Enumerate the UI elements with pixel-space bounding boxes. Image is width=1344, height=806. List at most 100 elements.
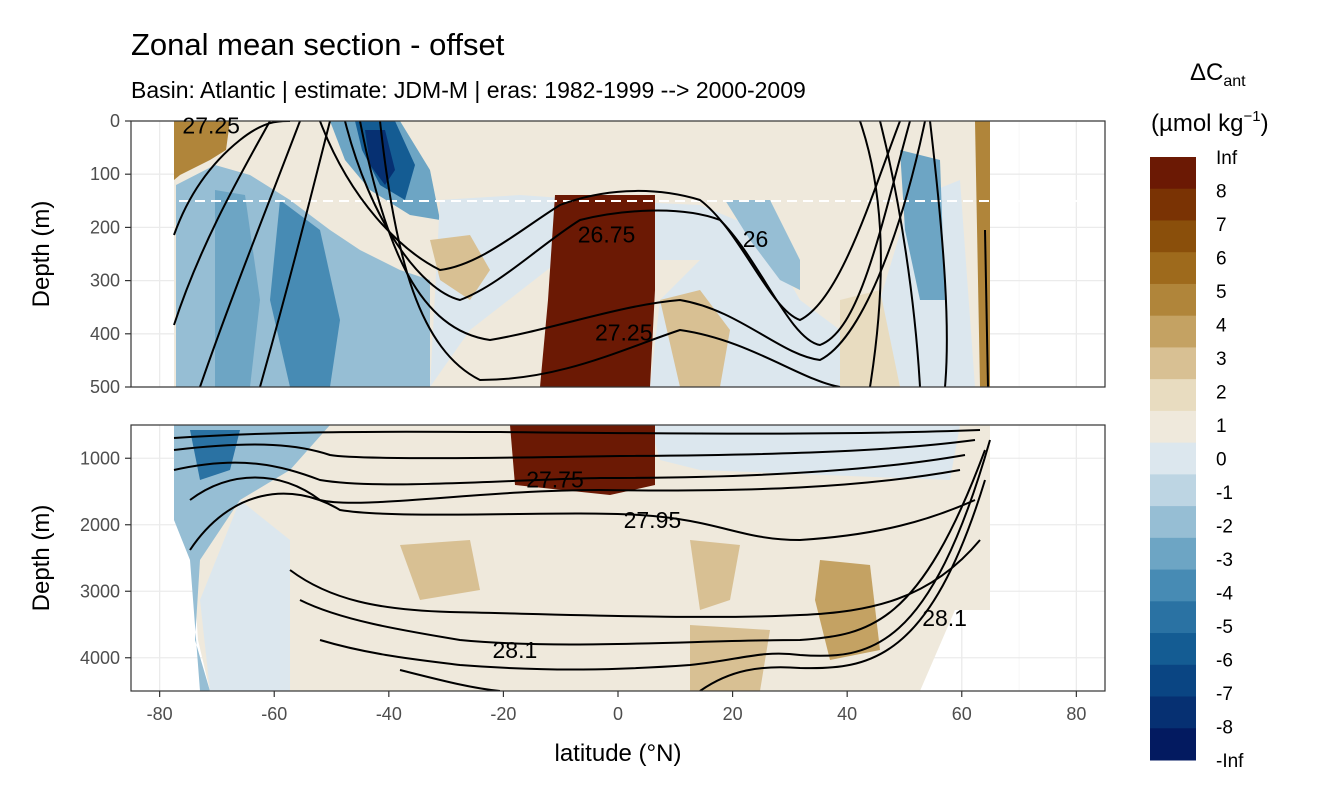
legend-color-step — [1150, 728, 1196, 761]
legend-break-label: 0 — [1216, 450, 1227, 471]
legend-break-label: -7 — [1216, 684, 1233, 705]
y-tick-label: 0 — [110, 111, 120, 131]
legend-break-label: Inf — [1216, 148, 1238, 169]
lower-y-axis-title: Depth (m) — [28, 505, 55, 612]
legend-color-step — [1150, 410, 1196, 444]
isopycnal-label: 28.1 — [922, 605, 967, 631]
field-deep-positive-1 — [400, 540, 480, 600]
y-tick-label: 2000 — [80, 515, 120, 535]
x-axis: -80 -60 -40 -20 0 20 40 60 80 — [147, 691, 1086, 724]
legend-break-label: -8 — [1216, 718, 1233, 739]
upper-y-axis-title: Depth (m) — [28, 201, 55, 308]
isopycnal-label: 28.1 — [492, 637, 537, 663]
legend-break-label: 8 — [1216, 182, 1227, 203]
legend-color-step — [1150, 601, 1196, 634]
legend-color-step — [1150, 442, 1196, 475]
isopycnal-label: 26.75 — [578, 221, 636, 247]
x-axis-title: latitude (°N) — [555, 740, 682, 767]
lower-isopycnals — [173, 429, 991, 691]
legend-color-step — [1150, 474, 1196, 507]
isopycnal-label: 26 — [743, 226, 769, 252]
y-tick-label: 200 — [90, 217, 120, 237]
legend-break-label: 7 — [1216, 215, 1227, 236]
field-equatorial-maximum — [540, 195, 655, 387]
x-tick-label: -60 — [261, 704, 287, 724]
y-tick-label: 100 — [90, 164, 120, 184]
y-tick-label: 500 — [90, 377, 120, 397]
x-tick-label: 80 — [1066, 704, 1086, 724]
legend-color-step — [1150, 157, 1196, 190]
lower-y-axis: 1000 2000 3000 4000 — [80, 448, 131, 668]
legend-break-label: 1 — [1216, 416, 1227, 437]
field-negative-north-1 — [725, 200, 800, 290]
field-negative-core-1 — [215, 190, 260, 387]
field-positive-patch-2 — [660, 290, 730, 387]
x-tick-label: 0 — [613, 704, 623, 724]
field-positive-patch-3 — [840, 290, 900, 387]
field-negative-core-2 — [270, 200, 340, 387]
legend-break-label: -Inf — [1216, 751, 1244, 772]
isopycnal-label: 27.75 — [526, 467, 584, 493]
legend-break-label: 5 — [1216, 282, 1227, 303]
upper-isopycnals — [173, 121, 989, 387]
legend-color-step — [1150, 664, 1196, 698]
legend-color-step — [1150, 220, 1196, 253]
chart-subtitle: Basin: Atlantic | estimate: JDM-M | eras… — [131, 77, 806, 103]
lower-panel-field — [174, 425, 990, 691]
field-deep-positive-4 — [690, 625, 770, 691]
legend-break-label: 3 — [1216, 349, 1227, 370]
legend-color-step — [1150, 696, 1196, 729]
legend-color-step — [1150, 283, 1196, 317]
legend-labels: Inf 8 7 6 5 4 3 2 1 0 -1 -2 -3 -4 -5 -6 -7 -8 -Inf — [1216, 148, 1244, 772]
legend-color-step — [1150, 537, 1196, 571]
legend-colorbar — [1150, 157, 1196, 761]
field-positive-surface-south — [174, 121, 230, 180]
lower-panel — [130, 424, 1106, 692]
legend-break-label: -4 — [1216, 584, 1233, 605]
legend-color-step — [1150, 347, 1196, 380]
field-positive-patch-1 — [430, 235, 490, 300]
field-negative-north-2 — [900, 150, 945, 300]
legend-break-label: 2 — [1216, 383, 1227, 404]
upper-y-axis: 0 100 200 300 400 500 — [90, 111, 131, 397]
y-tick-label: 400 — [90, 324, 120, 344]
legend-break-label: 6 — [1216, 249, 1227, 270]
x-tick-label: 60 — [952, 704, 972, 724]
legend-break-label: 4 — [1216, 316, 1227, 337]
y-tick-label: 300 — [90, 271, 120, 291]
upper-panel-border — [130, 120, 1106, 388]
upper-panel-field — [174, 121, 990, 387]
legend-break-label: -2 — [1216, 517, 1233, 538]
isopycnal-labels: 26 26.75 27.25 27.25 27.75 27.95 28.1 28.1 — [182, 112, 967, 663]
chart-title: Zonal mean section - offset — [131, 27, 505, 62]
field-deep-negative-south — [174, 425, 330, 691]
legend-break-label: -1 — [1216, 483, 1233, 504]
legend-color-step — [1150, 252, 1196, 285]
x-tick-label: -20 — [490, 704, 516, 724]
y-tick-label: 4000 — [80, 648, 120, 668]
upper-panel — [130, 120, 1106, 388]
isopycnal-label: 27.25 — [182, 112, 240, 138]
legend-color-step — [1150, 315, 1196, 348]
isopycnal-label: 27.95 — [624, 507, 682, 533]
y-tick-label: 3000 — [80, 581, 120, 601]
x-tick-label: 20 — [723, 704, 743, 724]
legend: ΔCant (µmol kg−1) Inf 8 7 6 5 4 3 2 1 0 -1 -2 -3 -4 -5… — [1150, 59, 1269, 772]
legend-unit: (µmol kg−1) — [1151, 108, 1269, 137]
legend-color-step — [1150, 506, 1196, 539]
x-tick-label: -80 — [147, 704, 173, 724]
legend-break-label: -3 — [1216, 550, 1233, 571]
y-tick-label: 1000 — [80, 448, 120, 468]
legend-title: ΔCant — [1190, 59, 1246, 90]
x-tick-label: 40 — [837, 704, 857, 724]
legend-break-label: -6 — [1216, 651, 1233, 672]
legend-color-step — [1150, 379, 1196, 412]
isopycnal-label: 27.25 — [595, 320, 653, 346]
legend-color-step — [1150, 188, 1196, 221]
legend-color-step — [1150, 633, 1196, 666]
field-negative-core-5 — [365, 130, 395, 185]
field-deep-positive-2 — [690, 540, 740, 610]
legend-color-step — [1150, 569, 1196, 602]
x-tick-label: -40 — [376, 704, 402, 724]
